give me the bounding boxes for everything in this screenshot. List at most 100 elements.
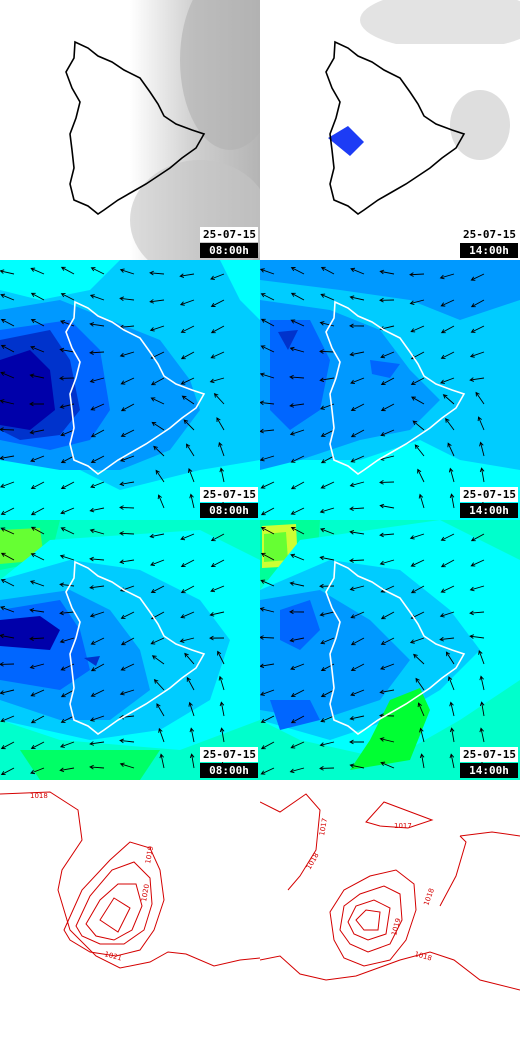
wind-arrow <box>0 344 15 353</box>
isobar-layer: 1017 1017 1018 1018 1019 1018 <box>260 793 520 991</box>
wind-arrow <box>380 761 395 769</box>
wind-arrow <box>120 637 135 646</box>
wind-arrow <box>440 351 455 359</box>
wind-arrow <box>219 727 225 743</box>
isobar-label: 1018 <box>422 887 436 906</box>
wind-arrow <box>479 675 485 691</box>
wind-arrow <box>319 555 335 561</box>
wind-arrow <box>90 403 105 411</box>
wind-arrow <box>89 294 105 301</box>
wind-arrow <box>320 481 335 489</box>
wind-arrow <box>30 526 45 535</box>
pressure-map-right: 1017 1017 1018 1018 1019 1018 <box>260 780 520 1040</box>
wind-arrow <box>409 637 425 644</box>
wind-arrow <box>290 507 305 515</box>
wind-arrow <box>89 528 105 535</box>
wind-arrow <box>379 269 395 275</box>
wind-arrow <box>260 318 275 327</box>
wind-arrow <box>349 323 365 329</box>
wind-arrow <box>469 351 485 358</box>
wind-arrows <box>260 526 485 775</box>
wind-arrow <box>440 377 455 384</box>
wind-arrow <box>290 526 305 535</box>
wind-arrow <box>59 376 75 381</box>
wind-arrow <box>120 663 135 671</box>
wind-arrow <box>89 764 105 770</box>
wind-arrow <box>290 663 305 671</box>
date-label: 25-07-15 <box>200 227 258 242</box>
wind-arrow <box>119 455 135 462</box>
wind-arrow <box>320 637 335 645</box>
wind-arrow <box>30 267 45 275</box>
island-coastline <box>325 560 466 735</box>
wind-arrow <box>0 633 15 639</box>
wind-arrow <box>119 505 135 510</box>
wind-arrow <box>479 701 485 717</box>
wind-arrow <box>210 299 225 307</box>
wind-arrow <box>410 325 425 333</box>
wind-arrow <box>188 701 195 717</box>
wind-arrow <box>470 533 485 542</box>
wind-arrows <box>0 266 225 516</box>
cloud-layer <box>0 0 260 260</box>
wind-arrow <box>260 579 275 587</box>
wind-arrow <box>260 428 275 434</box>
wind-arrow <box>289 609 305 615</box>
isobar-1021 <box>347 899 391 941</box>
wind-arrow <box>218 675 225 691</box>
wind-arrow <box>469 585 485 592</box>
wind-arrow <box>180 533 195 541</box>
wind-arrow <box>350 403 365 411</box>
timestamp: 25-07-15 08:00h <box>200 487 258 518</box>
wind-field <box>0 260 260 520</box>
wind-arrow <box>260 552 275 561</box>
wind-arrow <box>150 559 165 567</box>
time-label: 08:00h <box>200 763 258 778</box>
island-coastline <box>65 40 206 215</box>
wind-arrow <box>319 377 335 383</box>
wind-arrow <box>289 374 305 380</box>
wind-field <box>260 520 520 780</box>
wind-arrow <box>0 481 15 488</box>
wind-arrow <box>413 653 425 665</box>
wind-arrow <box>379 297 395 303</box>
isobar-label: 1017 <box>394 822 412 830</box>
wind-arrow <box>379 737 395 743</box>
wind-arrow <box>349 585 365 591</box>
wind-arrow <box>379 480 395 485</box>
wind-arrow <box>181 395 195 405</box>
isobar-high <box>355 909 381 931</box>
wind-arrow <box>60 689 75 698</box>
wind-arrow <box>120 611 135 619</box>
wind-arrow <box>439 636 455 642</box>
wind-arrow <box>89 350 105 355</box>
wind-arrow <box>350 377 365 385</box>
wind-arrow <box>0 606 15 613</box>
wind-map-low-0800: 25-07-15 08:00h <box>0 260 260 520</box>
wind-arrow <box>319 349 335 354</box>
wind-arrow <box>0 579 15 587</box>
wind-arrow <box>289 581 305 587</box>
wind-arrow <box>30 345 45 353</box>
date-label: 25-07-15 <box>200 747 258 762</box>
wind-arrow <box>439 273 455 280</box>
wind-arrow <box>89 715 105 722</box>
wind-arrow <box>349 558 365 563</box>
date-label: 25-07-15 <box>200 487 258 502</box>
wind-arrow <box>260 372 275 379</box>
wind-arrow <box>470 559 485 567</box>
wind-arrow <box>379 532 395 538</box>
wind-arrow <box>380 637 395 645</box>
wind-arrow <box>440 559 455 568</box>
wind-arrow <box>290 292 305 301</box>
wind-arrow <box>260 268 275 275</box>
wind-arrow <box>89 741 105 746</box>
wind-arrow <box>319 741 335 747</box>
wind-arrow <box>157 494 165 509</box>
wind-arrow <box>417 702 425 717</box>
wind-arrow <box>219 467 225 483</box>
wind-arrow <box>89 585 105 590</box>
isobar-1020 <box>75 861 153 945</box>
wind-arrow <box>380 403 395 412</box>
wind-field <box>260 260 520 520</box>
